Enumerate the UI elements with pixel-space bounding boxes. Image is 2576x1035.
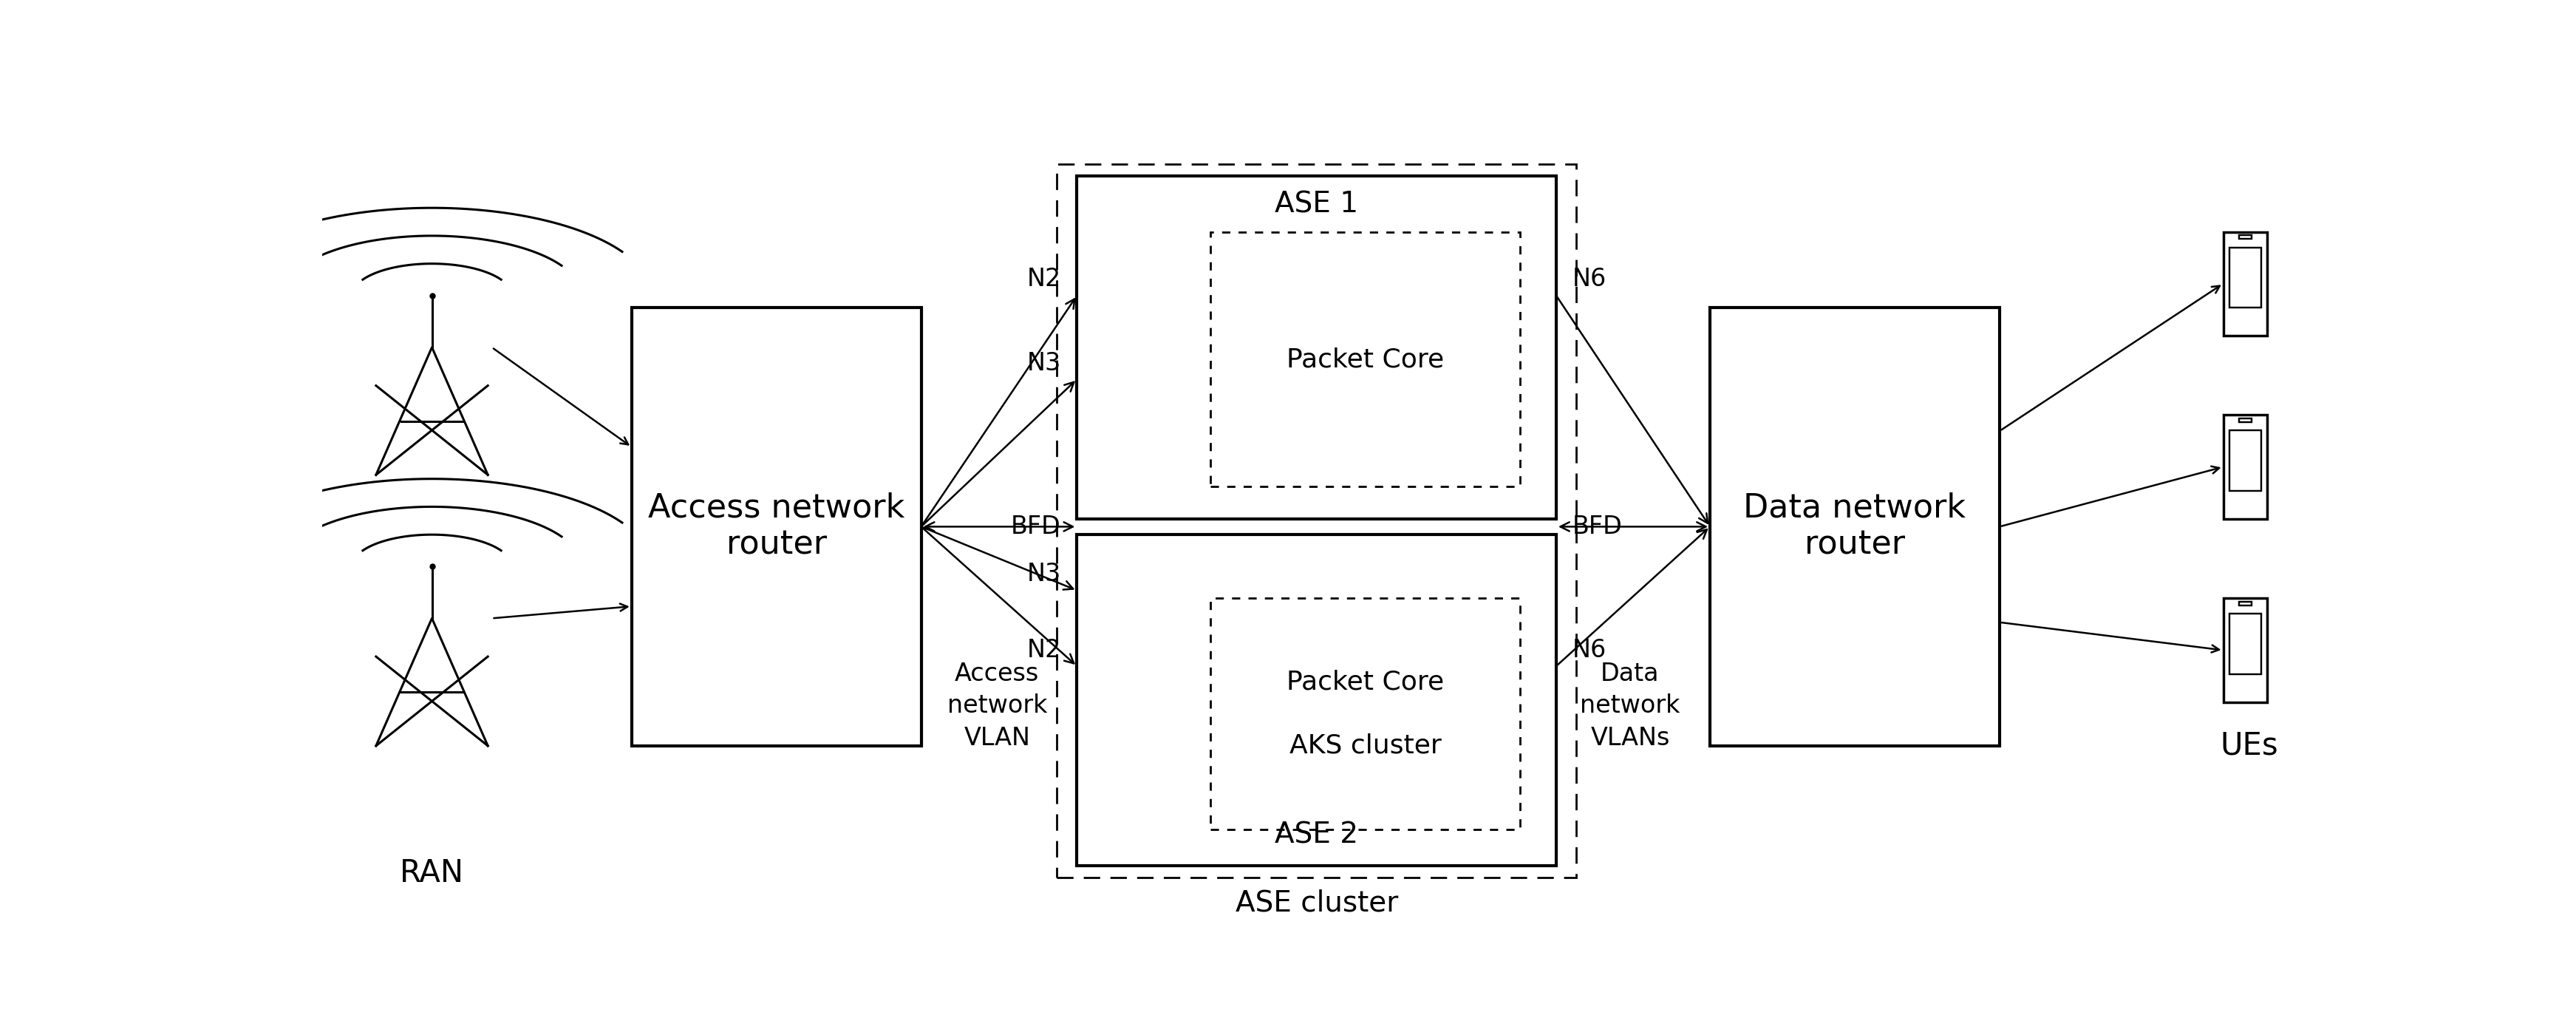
Text: N2: N2 (1025, 638, 1061, 662)
Text: N3: N3 (1025, 351, 1061, 376)
Bar (1077, 535, 1556, 865)
Bar (1211, 598, 1520, 829)
Bar (1077, 176, 1556, 519)
Text: RAN: RAN (399, 858, 464, 889)
Text: Access network
router: Access network router (649, 493, 904, 561)
Bar (2223, 232, 2267, 335)
Text: Access
network
VLAN: Access network VLAN (948, 661, 1046, 750)
Bar (2239, 235, 2251, 239)
Text: Data
network
VLANs: Data network VLANs (1579, 661, 1680, 750)
Text: N2: N2 (1025, 267, 1061, 292)
Text: N6: N6 (1571, 638, 1605, 662)
Text: Packet Core: Packet Core (1285, 347, 1443, 372)
Text: ASE 1: ASE 1 (1275, 190, 1358, 218)
Text: N3: N3 (1025, 562, 1061, 587)
Bar (2223, 415, 2267, 519)
Text: ASE cluster: ASE cluster (1234, 889, 1399, 917)
Bar (2228, 431, 2259, 491)
Bar (1056, 165, 1577, 878)
Bar (2228, 247, 2259, 307)
Bar (2239, 418, 2251, 422)
Text: Packet Core: Packet Core (1285, 670, 1443, 694)
Text: BFD: BFD (1010, 514, 1061, 539)
Bar (2228, 614, 2259, 674)
Text: Data network
router: Data network router (1744, 493, 1965, 561)
Bar (1211, 232, 1520, 486)
Text: ASE 2: ASE 2 (1275, 822, 1358, 850)
Text: UEs: UEs (2221, 731, 2277, 762)
Text: AKS cluster: AKS cluster (1288, 733, 1440, 759)
Bar (2223, 598, 2267, 702)
Bar (2239, 601, 2251, 605)
Text: N6: N6 (1571, 267, 1605, 292)
Bar (631, 307, 922, 746)
Bar (1710, 307, 1999, 746)
Text: BFD: BFD (1571, 514, 1623, 539)
